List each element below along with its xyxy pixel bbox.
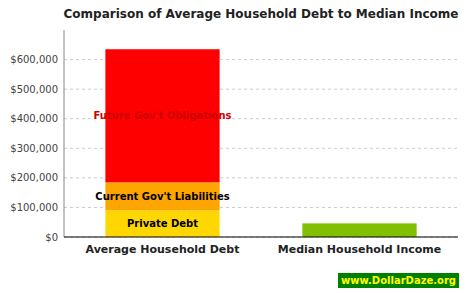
segment-labels: Private Debt Current Gov't Liabilities Fut… bbox=[93, 110, 231, 229]
y-axis-line bbox=[64, 30, 65, 237]
segment-label: Current Gov't Liabilities bbox=[95, 191, 229, 202]
y-tick-label: $600,000 bbox=[10, 54, 58, 65]
bar-segment bbox=[105, 210, 219, 237]
x-tick-label: Median Household Income bbox=[278, 243, 442, 256]
annotation: www.DollarDaze.org bbox=[341, 275, 456, 286]
watermark-box bbox=[338, 273, 459, 288]
chart: Comparison of Average Household Debt to … bbox=[0, 0, 470, 293]
title: Comparison of Average Household Debt to … bbox=[64, 7, 459, 21]
y-tick-label: $200,000 bbox=[10, 172, 58, 183]
segment-label: Private Debt bbox=[127, 218, 198, 229]
x-axis-line bbox=[64, 237, 458, 238]
grid-line bbox=[64, 237, 458, 238]
y-tick-label: $100,000 bbox=[10, 202, 58, 213]
y-tick-label: $300,000 bbox=[10, 143, 58, 154]
watermark: www.DollarDaze.org bbox=[338, 273, 459, 288]
segment-label: Future Gov't Obligations bbox=[93, 110, 231, 121]
y-tick-label: $0 bbox=[45, 232, 58, 243]
x-tick-label: Average Household Debt bbox=[86, 243, 240, 256]
bar-segment bbox=[302, 223, 416, 237]
bars bbox=[105, 49, 416, 237]
y-tick-label: $500,000 bbox=[10, 84, 58, 95]
y-tick-label: $400,000 bbox=[10, 113, 58, 124]
